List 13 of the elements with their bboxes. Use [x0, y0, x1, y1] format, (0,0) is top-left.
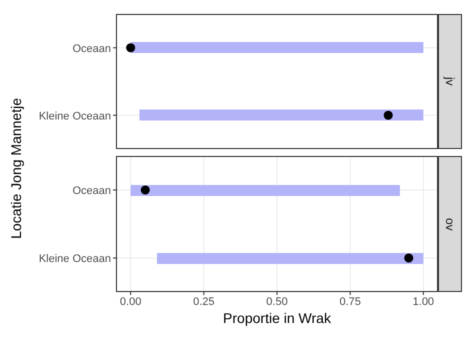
y-axis-title: Locatie Jong Mannetje	[8, 98, 24, 238]
x-tick-label: 0.75	[339, 296, 361, 308]
x-tick-label: 0.25	[193, 296, 215, 308]
y-tick-label: Oceaan	[72, 42, 111, 55]
text: ov	[443, 218, 457, 230]
y-tick-label: Oceaan	[72, 185, 111, 197]
text: jv	[443, 77, 457, 86]
x-tick-label: 0.50	[266, 296, 288, 308]
x-tick-label: 0.00	[120, 296, 142, 308]
x-tick-label: 1.00	[412, 296, 434, 308]
y-tick-label: Kleine Oceaan	[38, 110, 111, 122]
y-tick-label: Kleine Oceaan	[38, 253, 111, 265]
x-axis-title: Proportie in Wrak	[222, 310, 332, 326]
